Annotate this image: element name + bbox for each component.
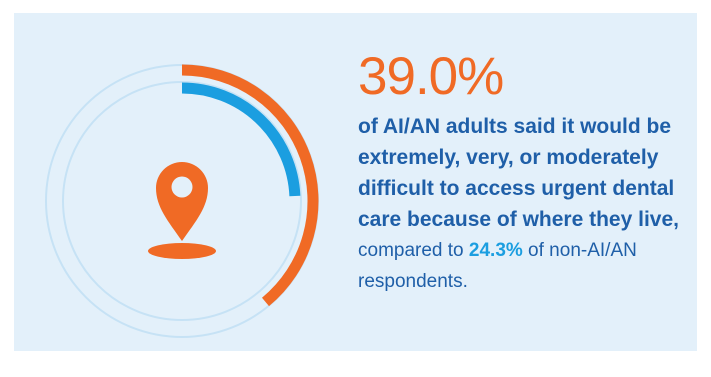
statement-text: of AI/AN adults said it would be extreme… (358, 115, 679, 231)
stat-text-block: 39.0% of AI/AN adults said it would be e… (358, 47, 703, 297)
infographic-panel: 39.0% of AI/AN adults said it would be e… (14, 13, 697, 351)
inner-track-ring (62, 81, 302, 321)
comparison-suffix: of non-AI/AN respondents. (358, 240, 637, 292)
headline-percentage: 39.0% (358, 47, 504, 106)
non-ai-an-arc (181, 82, 301, 197)
comparison-text: compared to 24.3% of non-AI/AN responden… (358, 235, 703, 297)
radial-chart (45, 64, 319, 338)
comparison-value: 24.3% (468, 240, 523, 261)
comparison-prefix: compared to (358, 240, 469, 261)
location-pin-icon (148, 162, 216, 259)
ai-an-arc (181, 64, 319, 307)
